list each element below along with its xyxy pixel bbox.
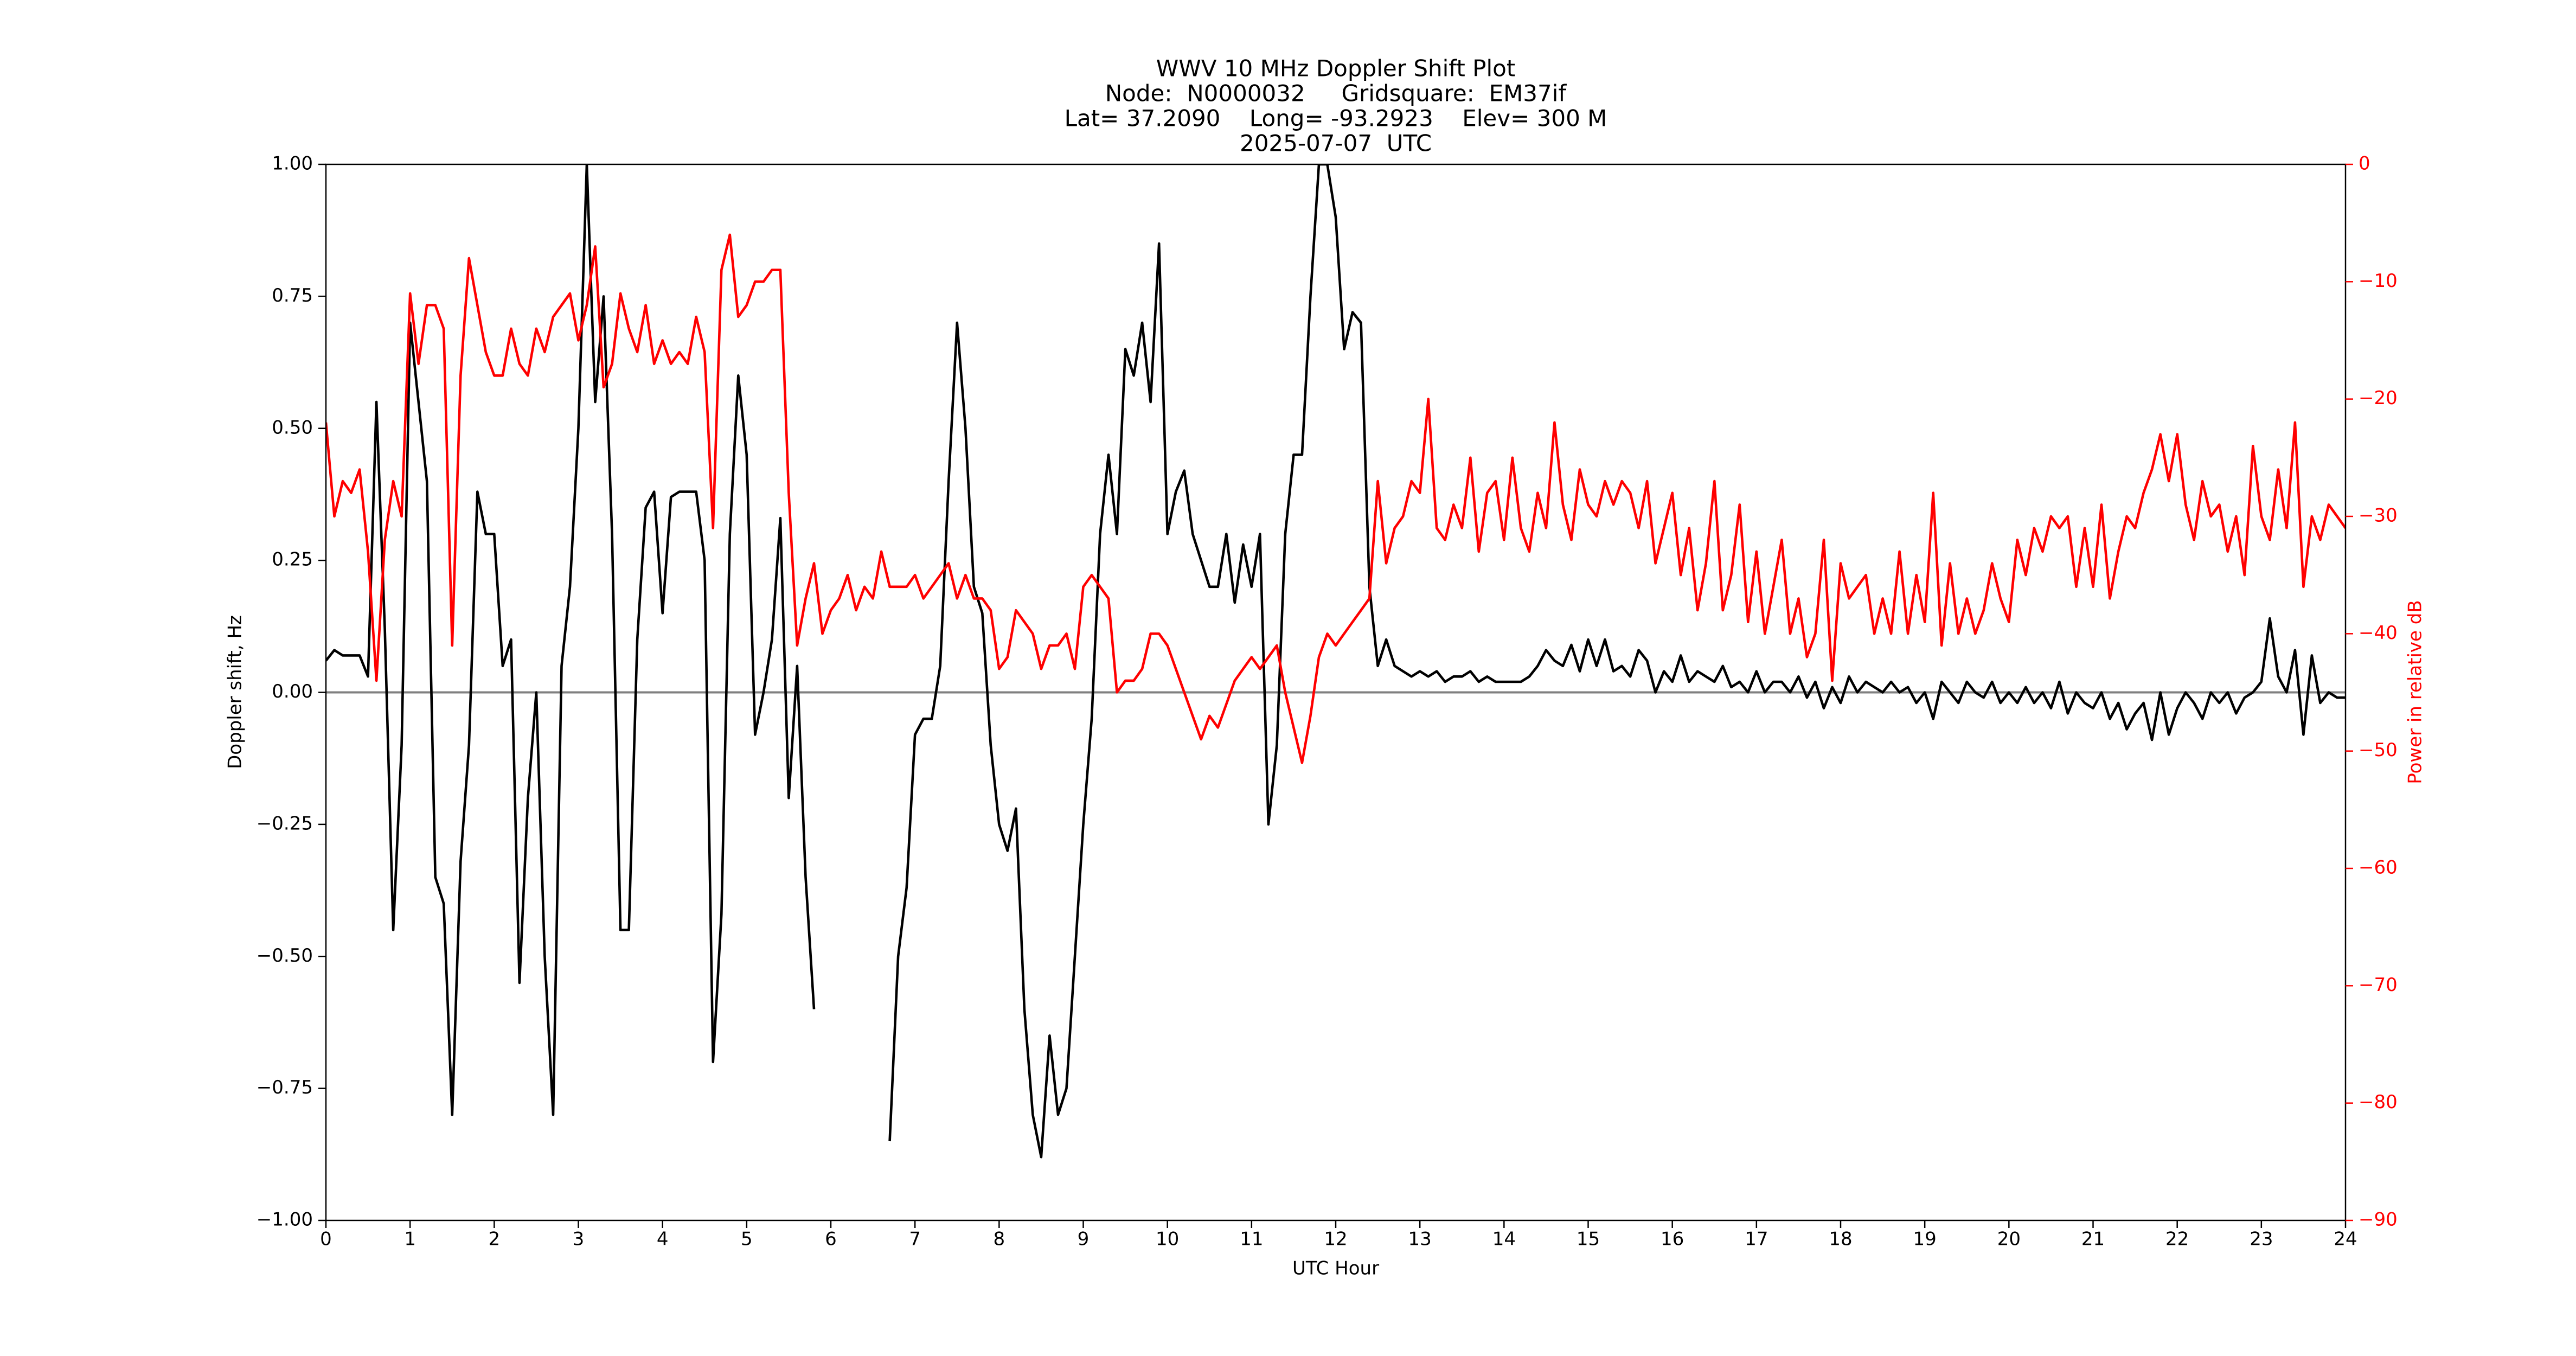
x-tick-label: 22 [2165, 1229, 2189, 1250]
chart-subtitle: Node: N0000032 Gridsquare: EM37if [1105, 80, 1567, 107]
x-tick-label: 13 [1408, 1229, 1432, 1250]
x-tick-label: 9 [1078, 1229, 1090, 1250]
data-line [326, 164, 2346, 1159]
x-tick-label: 16 [1661, 1229, 1684, 1250]
y-tick-label: 0.25 [272, 549, 313, 571]
y-tick-label: −0.25 [257, 813, 313, 834]
y-axis-label: Doppler shift, Hz [225, 615, 246, 769]
x-tick-label: 11 [1240, 1229, 1263, 1250]
chart-title: WWV 10 MHz Doppler Shift Plot [1156, 55, 1516, 82]
x-tick-label: 24 [2334, 1229, 2357, 1250]
x-tick-label: 19 [1913, 1229, 1937, 1250]
x-tick-label: 23 [2250, 1229, 2273, 1250]
chart-subtitle: 2025-07-07 UTC [1240, 130, 1432, 157]
y2-tick-label: −50 [2359, 739, 2398, 761]
y2-tick-label: −30 [2359, 505, 2398, 527]
chart-subtitle: Lat= 37.2090 Long= -93.2923 Elev= 300 M [1065, 105, 1607, 132]
y2-tick-label: −70 [2359, 974, 2398, 996]
x-tick-label: 2 [489, 1229, 501, 1250]
x-tick-label: 6 [825, 1229, 837, 1250]
y-tick-label: −1.00 [257, 1209, 313, 1231]
x-tick-label: 12 [1324, 1229, 1347, 1250]
x-tick-label: 10 [1156, 1229, 1179, 1250]
data-line [326, 233, 2346, 764]
x-tick-label: 14 [1492, 1229, 1516, 1250]
y2-tick-label: −90 [2359, 1209, 2398, 1231]
y2-tick-label: −80 [2359, 1091, 2398, 1113]
y2-tick-label: −40 [2359, 622, 2398, 644]
x-tick-label: 18 [1829, 1229, 1852, 1250]
x-tick-label: 4 [657, 1229, 669, 1250]
x-tick-label: 1 [404, 1229, 416, 1250]
x-tick-label: 17 [1745, 1229, 1768, 1250]
y-tick-label: 0.00 [272, 681, 313, 702]
y-tick-label: 1.00 [272, 153, 313, 175]
y-tick-label: −0.50 [257, 945, 313, 967]
y2-tick-label: −20 [2359, 387, 2398, 409]
y-tick-label: 0.50 [272, 417, 313, 438]
x-tick-label: 21 [2081, 1229, 2105, 1250]
x-tick-label: 0 [320, 1229, 332, 1250]
y2-tick-label: 0 [2359, 153, 2370, 175]
x-tick-label: 3 [573, 1229, 585, 1250]
plot-area [326, 164, 2346, 1159]
y-tick-label: −0.75 [257, 1077, 313, 1098]
x-tick-label: 7 [909, 1229, 921, 1250]
x-tick-label: 20 [1997, 1229, 2021, 1250]
y-tick-label: 0.75 [272, 285, 313, 306]
y2-tick-label: −10 [2359, 270, 2398, 292]
x-tick-label: 5 [741, 1229, 753, 1250]
x-tick-label: 15 [1577, 1229, 1600, 1250]
y2-tick-label: −60 [2359, 857, 2398, 879]
x-axis-label: UTC Hour [1292, 1258, 1379, 1280]
y2-axis-label: Power in relative dB [2405, 600, 2426, 784]
x-tick-label: 8 [994, 1229, 1005, 1250]
